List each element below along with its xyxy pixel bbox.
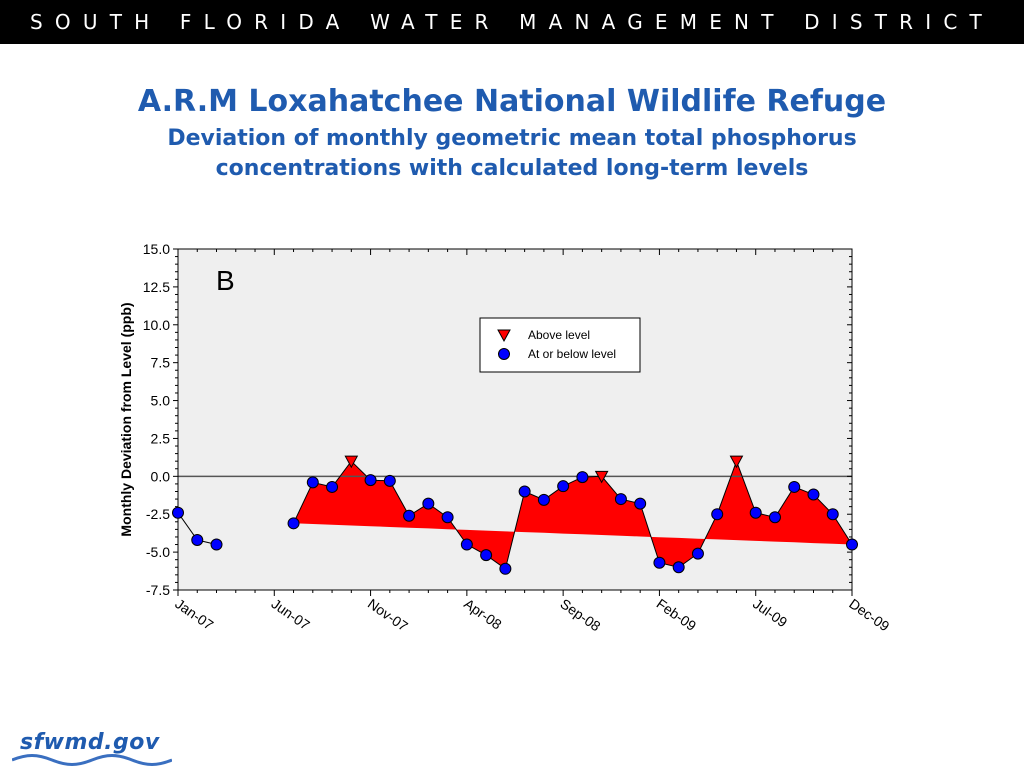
point-below xyxy=(172,506,184,519)
point-below xyxy=(422,497,435,510)
point-below xyxy=(653,556,666,569)
point-below xyxy=(287,517,300,530)
y-tick-label: -5.0 xyxy=(146,544,170,560)
legend-box xyxy=(479,317,641,373)
point-below xyxy=(210,538,223,551)
y-tick-label: -7.5 xyxy=(146,582,170,598)
y-tick-label: 12.5 xyxy=(143,279,170,295)
point-below xyxy=(634,497,647,510)
point-below xyxy=(306,476,319,489)
point-below xyxy=(460,538,473,551)
point-below xyxy=(364,474,377,487)
x-tick-label: Jul-09 xyxy=(750,595,791,630)
point-below xyxy=(537,493,550,506)
x-tick-label: Jan-07 xyxy=(172,595,216,633)
point-below xyxy=(826,508,839,521)
slide-subtitle: Deviation of monthly geometric mean tota… xyxy=(167,126,857,181)
point-below xyxy=(403,509,416,522)
plot-frame xyxy=(177,248,853,591)
point-below xyxy=(441,511,454,524)
header-banner: SOUTH FLORIDA WATER MANAGEMENT DISTRICT xyxy=(0,0,1024,44)
x-tick-label: Nov-07 xyxy=(365,595,411,634)
legend-label: At or below level xyxy=(528,347,616,361)
sfwmd-logo: sfwmd.gov xyxy=(12,730,172,766)
deviation-fill xyxy=(293,461,852,569)
logo-text: sfwmd.gov xyxy=(20,730,160,755)
point-below xyxy=(691,547,704,560)
point-below xyxy=(557,480,570,493)
point-below xyxy=(672,561,685,574)
x-tick-label: Dec-09 xyxy=(846,595,892,634)
y-tick-label: 10.0 xyxy=(143,317,170,333)
y-tick-label: 15.0 xyxy=(143,241,170,257)
x-tick-label: Feb-09 xyxy=(654,595,700,634)
point-below xyxy=(191,533,204,546)
legend-marker-above xyxy=(497,329,511,343)
point-below xyxy=(326,480,339,493)
point-below xyxy=(518,485,531,498)
x-tick-label: Apr-08 xyxy=(461,595,505,632)
y-tick-label: 5.0 xyxy=(151,393,171,409)
point-above xyxy=(729,455,744,469)
point-below xyxy=(480,549,493,562)
logo-wave-icon xyxy=(12,754,172,766)
y-axis-label: Monthly Deviation from Level (ppb) xyxy=(118,302,134,536)
legend-label: Above level xyxy=(528,328,590,342)
y-tick-label: 2.5 xyxy=(151,430,171,446)
slide-title: A.R.M Loxahatchee National Wildlife Refu… xyxy=(137,84,887,119)
point-below xyxy=(807,488,820,501)
x-tick-label: Jun-07 xyxy=(269,595,313,633)
banner-text: SOUTH FLORIDA WATER MANAGEMENT DISTRICT xyxy=(30,10,994,34)
x-tick-label: Sep-08 xyxy=(557,595,603,634)
point-below xyxy=(711,508,724,521)
point-above xyxy=(344,455,359,469)
y-tick-label: -2.5 xyxy=(146,506,170,522)
point-below xyxy=(846,538,858,551)
panel-label: B xyxy=(216,265,235,296)
point-below xyxy=(749,506,762,519)
point-below xyxy=(768,511,781,524)
point-below xyxy=(383,474,396,487)
point-below xyxy=(614,493,627,506)
point-below xyxy=(788,480,801,493)
point-below xyxy=(576,471,589,484)
point-above xyxy=(594,470,609,484)
point-below xyxy=(499,562,512,575)
y-tick-label: 0.0 xyxy=(151,468,171,484)
y-tick-label: 7.5 xyxy=(151,355,171,371)
legend-marker-below xyxy=(498,348,510,360)
